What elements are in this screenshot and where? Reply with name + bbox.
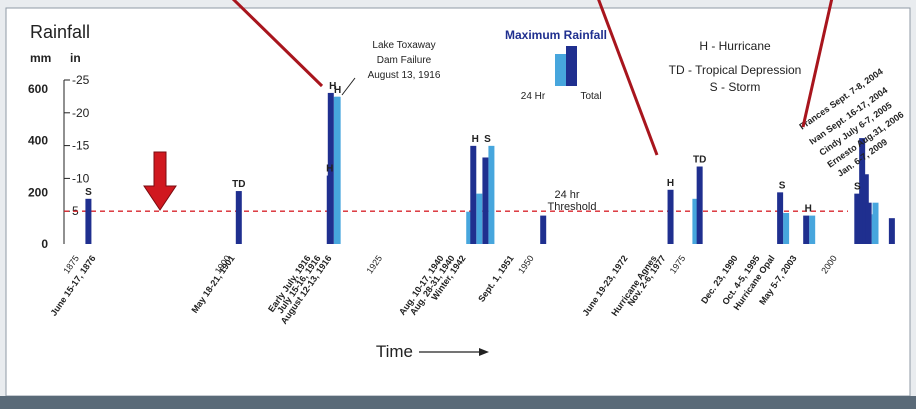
unit-label-in: in xyxy=(70,51,81,65)
bar-type-label: H xyxy=(667,178,674,189)
bar-type-label: H xyxy=(334,85,341,96)
legend-swatch-total xyxy=(566,46,577,86)
bar-total xyxy=(697,167,703,244)
key-storm: S - Storm xyxy=(710,80,761,94)
bar-type-label: S xyxy=(854,182,861,193)
bar-total xyxy=(470,146,476,244)
bar-total xyxy=(777,192,783,244)
chart-title: Rainfall xyxy=(30,22,90,42)
legend-title: Maximum Rainfall xyxy=(505,28,607,42)
bar-24hr xyxy=(335,97,341,244)
bar-24hr xyxy=(488,146,494,244)
bar-type-label: H xyxy=(805,204,812,215)
bar-total xyxy=(540,216,546,244)
legend-label-total: Total xyxy=(580,91,601,102)
bar-total xyxy=(482,157,488,244)
key-tropical-depression: TD - Tropical Depression xyxy=(669,63,802,77)
y-tick-mm: 400 xyxy=(28,134,48,148)
bar-type-label: TD xyxy=(232,179,245,190)
bar-24hr xyxy=(783,213,789,244)
y-tick-in: -15 xyxy=(72,139,90,153)
dam-line-3: August 13, 1916 xyxy=(368,70,441,81)
y-tick-in: -25 xyxy=(72,73,90,87)
legend-label-24hr: 24 Hr xyxy=(521,91,546,102)
bar-total xyxy=(85,199,91,244)
dam-line-1: Lake Toxaway xyxy=(372,40,435,51)
y-tick-in: -20 xyxy=(72,106,90,120)
unit-label-mm: mm xyxy=(30,51,51,65)
key-hurricane: H - Hurricane xyxy=(699,39,771,53)
bar-type-label: S xyxy=(85,187,92,198)
dam-annotation: Lake Toxaway Dam Failure August 13, 1916 xyxy=(368,40,441,81)
bar-24hr xyxy=(873,203,879,244)
dam-line-2: Dam Failure xyxy=(377,55,432,66)
bar-24hr xyxy=(476,194,482,244)
bar-total xyxy=(889,218,895,244)
bar-type-label: TD xyxy=(693,155,706,166)
y-tick-mm: 200 xyxy=(28,185,48,199)
y-tick-in: -10 xyxy=(72,171,90,185)
bottom-strip xyxy=(0,396,916,409)
y-tick-mm: 0 xyxy=(41,237,48,251)
bar-total xyxy=(803,216,809,244)
bar-24hr xyxy=(809,216,815,244)
threshold-label-1: 24 hr xyxy=(554,189,579,201)
bar-total xyxy=(668,190,674,244)
legend-swatch-24hr xyxy=(555,54,566,86)
y-tick-mm: 600 xyxy=(28,82,48,96)
x-axis-label: Time xyxy=(376,342,413,361)
threshold-label-2: Threshold xyxy=(548,201,597,213)
bar-total xyxy=(866,203,872,244)
bar-type-label: H xyxy=(472,134,479,145)
bar-type-label: H xyxy=(326,164,333,175)
bar-total xyxy=(236,191,242,244)
bar-type-label: S xyxy=(484,134,491,145)
bar-type-label: S xyxy=(779,180,786,191)
